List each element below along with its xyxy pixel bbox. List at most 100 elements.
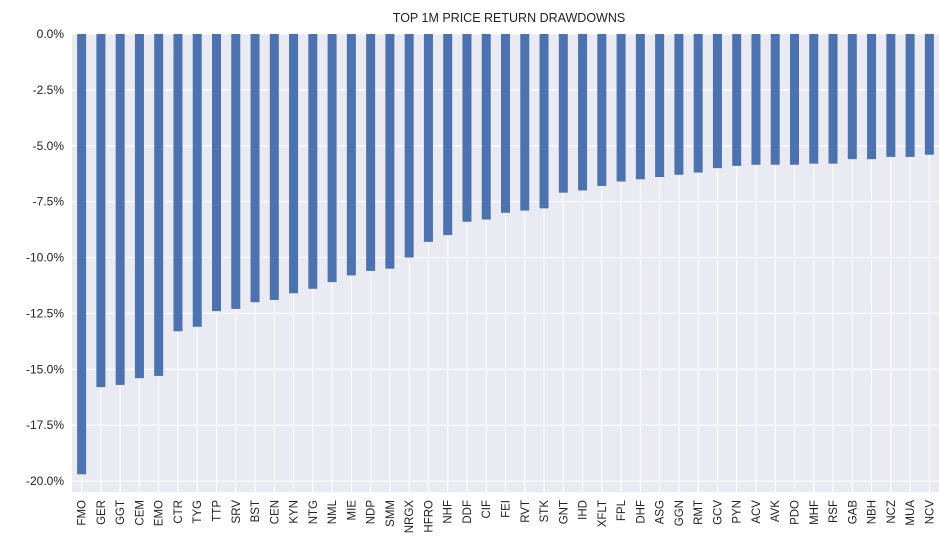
y-tick-label: 0.0% (37, 27, 65, 41)
x-tick-label: GCV (712, 500, 724, 525)
x-tick-label: NCV (924, 500, 936, 525)
x-tick-label: GNT (558, 500, 570, 524)
y-tick-label: -5.0% (33, 139, 65, 153)
bar-emo (154, 34, 164, 376)
bar-pyn (732, 34, 742, 166)
bar-ncv (924, 34, 934, 155)
bar-cif (481, 34, 491, 220)
bar-srv (231, 34, 241, 309)
x-tick-label: NHF (443, 500, 455, 524)
y-tick-label: -2.5% (33, 83, 65, 97)
x-tick-label: ASG (655, 500, 667, 524)
x-tick-label: NDP (366, 500, 378, 525)
x-tick-label: TYG (192, 500, 204, 524)
bar-rmt (693, 34, 703, 173)
bar-fmo (77, 34, 87, 475)
bar-gcv (712, 34, 722, 169)
bar-ggt (115, 34, 125, 385)
y-tick-label: -17.5% (26, 418, 64, 432)
x-tick-label: GER (96, 500, 108, 525)
x-tick-label: AVK (770, 500, 782, 522)
bar-ddf (462, 34, 472, 222)
bar-mua (905, 34, 915, 157)
x-tick-label: MHF (809, 500, 821, 525)
x-tick-label: FMO (77, 500, 89, 526)
bar-ncz (886, 34, 896, 157)
bar-gab (847, 34, 857, 160)
bar-gnt (558, 34, 568, 193)
x-tick-label: PDO (790, 500, 802, 525)
x-tick-label: CTR (173, 500, 185, 524)
x-tick-label: FEI (501, 500, 513, 518)
bar-acv (751, 34, 761, 165)
x-tick-label: DHF (635, 500, 647, 524)
x-tick-label: SMM (385, 500, 397, 527)
y-tick-label: -12.5% (26, 306, 64, 320)
y-tick-label: -20.0% (26, 474, 64, 488)
x-tick-label: XFLT (597, 500, 609, 527)
bar-rvt (520, 34, 530, 211)
x-tick-label: SRV (231, 500, 243, 524)
bar-tyg (192, 34, 202, 327)
x-axis: FMO GER GGT CEM EMO CTR TYG TTP SRV BST CEN KYN NTG N… (77, 499, 937, 533)
y-axis: 0.0% -2.5% -5.0% -7.5% -10.0% -12.5% -15.0% -17… (26, 27, 64, 488)
x-tick-label: KYN (289, 500, 301, 524)
bar-hfro (423, 34, 433, 242)
x-tick-label: RMT (693, 500, 705, 525)
bar-nml (327, 34, 337, 283)
x-tick-label: NML (327, 499, 339, 524)
x-tick-label: EMO (154, 500, 166, 526)
bar-cem (134, 34, 144, 379)
x-tick-label: RVT (520, 500, 532, 523)
x-tick-label: STK (539, 500, 551, 523)
x-tick-label: BST (250, 500, 262, 522)
bar-cen (269, 34, 279, 300)
bar-bst (250, 34, 260, 303)
bar-avk (770, 34, 780, 165)
bar-mie (346, 34, 356, 276)
bar-rsf (828, 34, 838, 164)
bar-xflt (597, 34, 607, 186)
x-tick-label: IHD (578, 500, 590, 520)
y-tick-label: -10.0% (26, 251, 64, 265)
x-tick-label: NTG (308, 500, 320, 524)
chart-title: TOP 1M PRICE RETURN DRAWDOWNS (393, 11, 625, 25)
x-tick-label: GAB (847, 500, 859, 525)
bar-nhf (443, 34, 453, 236)
bar-ctr (173, 34, 183, 332)
x-tick-label: DDF (462, 500, 474, 524)
x-tick-label: GGN (674, 500, 686, 526)
bar-dhf (635, 34, 645, 180)
bar-stk (539, 34, 549, 209)
bar-mhf (809, 34, 819, 164)
bar-nrgx (404, 34, 414, 258)
x-tick-label: MIE (346, 500, 358, 521)
y-tick-label: -15.0% (26, 362, 64, 376)
x-tick-label: NBH (867, 500, 879, 524)
x-tick-label: CIF (481, 500, 493, 519)
bars (77, 34, 934, 475)
bar-smm (385, 34, 395, 269)
bar-kyn (289, 34, 299, 294)
x-tick-label: NCZ (886, 500, 898, 524)
x-tick-label: HFRO (423, 500, 435, 533)
x-tick-label: MUA (905, 500, 917, 526)
bar-ndp (366, 34, 376, 271)
x-tick-label: FPL (616, 499, 628, 521)
bar-fei (501, 34, 510, 213)
bar-asg (655, 34, 665, 178)
bar-nbh (867, 34, 877, 160)
x-tick-label: CEN (269, 500, 281, 524)
bar-pdo (790, 34, 799, 165)
bar-ttp (212, 34, 221, 312)
bar-ggn (674, 34, 684, 175)
x-tick-label: RSF (828, 500, 840, 523)
bar-ntg (308, 34, 318, 289)
bar-ihd (578, 34, 588, 191)
x-tick-label: TTP (212, 500, 224, 522)
bar-ger (96, 34, 106, 388)
bar-fpl (616, 34, 626, 182)
x-tick-label: GGT (115, 500, 127, 525)
